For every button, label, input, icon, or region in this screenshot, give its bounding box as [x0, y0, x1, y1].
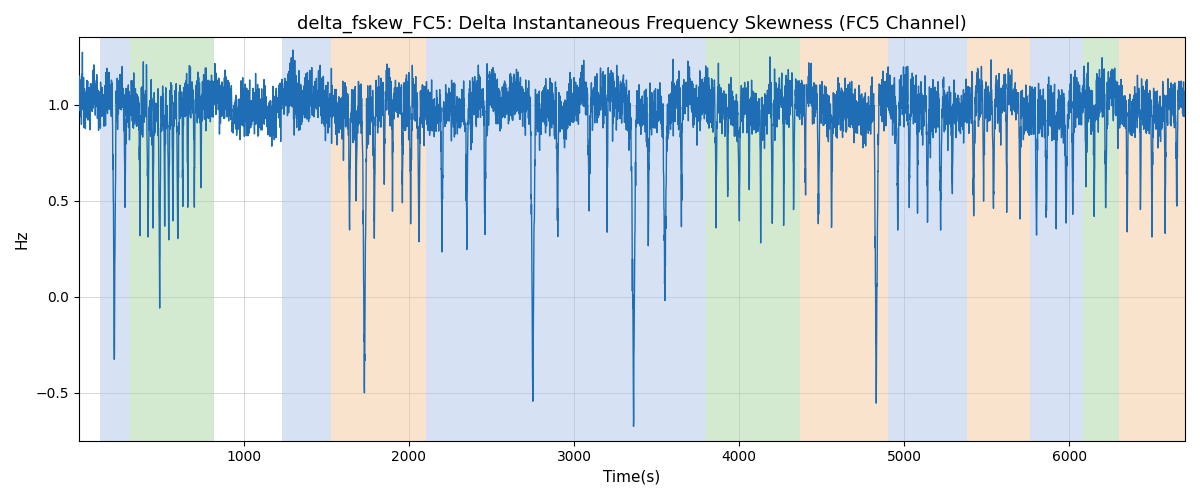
Bar — [101, 38, 130, 440]
Bar — [1082, 38, 1118, 440]
Bar — [574, 38, 706, 440]
Bar — [130, 38, 214, 440]
Bar — [426, 38, 511, 440]
Y-axis label: Hz: Hz — [14, 230, 30, 249]
Bar — [706, 38, 800, 440]
Bar — [331, 38, 426, 440]
Bar — [511, 38, 574, 440]
Bar — [967, 38, 1030, 440]
Bar — [800, 38, 888, 440]
X-axis label: Time(s): Time(s) — [604, 470, 660, 485]
Bar — [282, 38, 331, 440]
Bar — [1118, 38, 1186, 440]
Bar — [1030, 38, 1082, 440]
Bar — [888, 38, 967, 440]
Title: delta_fskew_FC5: Delta Instantaneous Frequency Skewness (FC5 Channel): delta_fskew_FC5: Delta Instantaneous Fre… — [298, 15, 967, 34]
